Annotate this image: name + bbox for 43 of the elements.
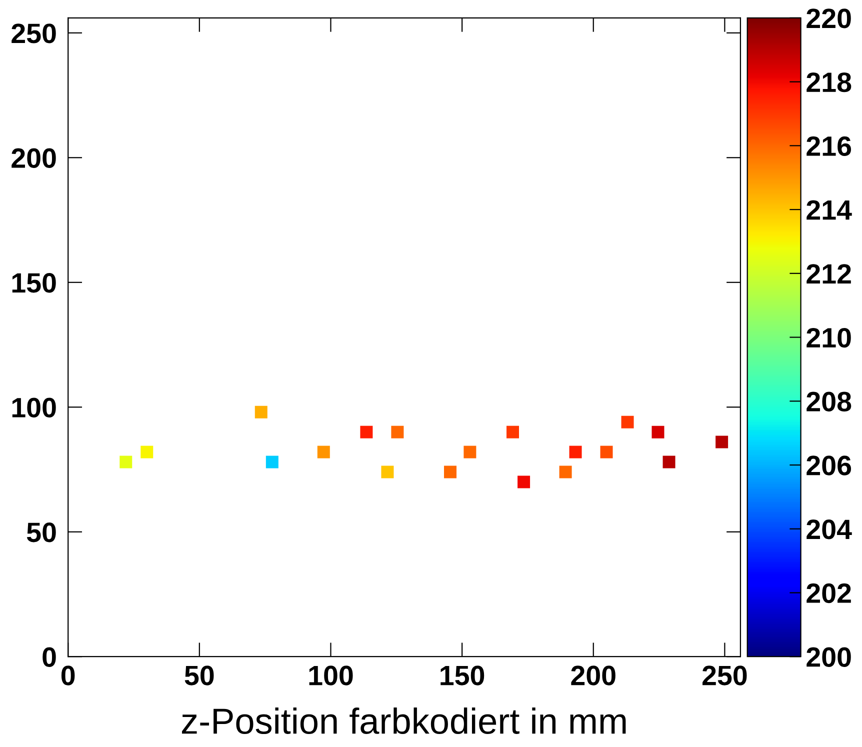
x-tick-label: 150 — [440, 666, 484, 686]
color-bar-label: 210 — [806, 328, 851, 348]
y-tick-label: 0 — [42, 647, 56, 667]
point — [662, 456, 676, 468]
x-axis-title: z-Position farbkodiert in mm — [182, 708, 626, 734]
point — [254, 406, 268, 418]
point — [569, 446, 582, 458]
x-tick-label: 50 — [184, 666, 214, 686]
point — [464, 446, 476, 458]
point — [600, 446, 613, 458]
y-tick-label: 50 — [26, 522, 56, 542]
point — [360, 426, 373, 438]
point — [140, 446, 154, 458]
color-bar-label: 208 — [806, 392, 852, 412]
point — [506, 426, 519, 438]
y-tick-label: 200 — [12, 148, 56, 168]
point — [518, 476, 530, 488]
x-tick-label: 100 — [309, 666, 353, 686]
color-bar-label: 216 — [806, 136, 851, 156]
point — [716, 436, 728, 448]
point — [120, 456, 132, 468]
y-tick-label: 250 — [12, 24, 56, 44]
x-tick-label: 250 — [702, 666, 747, 686]
color-bar-label: 220 — [806, 8, 851, 28]
point — [381, 466, 394, 478]
point — [391, 426, 404, 438]
x-tick-label: 0 — [61, 666, 75, 686]
color-bar-label: 200 — [806, 647, 851, 667]
point — [621, 416, 634, 428]
color-bar-label: 206 — [806, 456, 851, 476]
point — [317, 446, 330, 458]
point — [266, 456, 278, 468]
color-bar-label: 202 — [806, 583, 851, 604]
point — [559, 466, 572, 478]
color-bar-label: 204 — [806, 520, 852, 540]
color-bar-label: 214 — [806, 200, 852, 220]
point — [652, 426, 664, 438]
point — [444, 466, 456, 478]
color-bar-label: 212 — [806, 264, 851, 284]
x-tick-label: 200 — [571, 666, 616, 686]
y-tick-label: 150 — [12, 273, 56, 293]
color-bar-label: 218 — [806, 72, 852, 92]
y-tick-label: 100 — [12, 398, 56, 418]
